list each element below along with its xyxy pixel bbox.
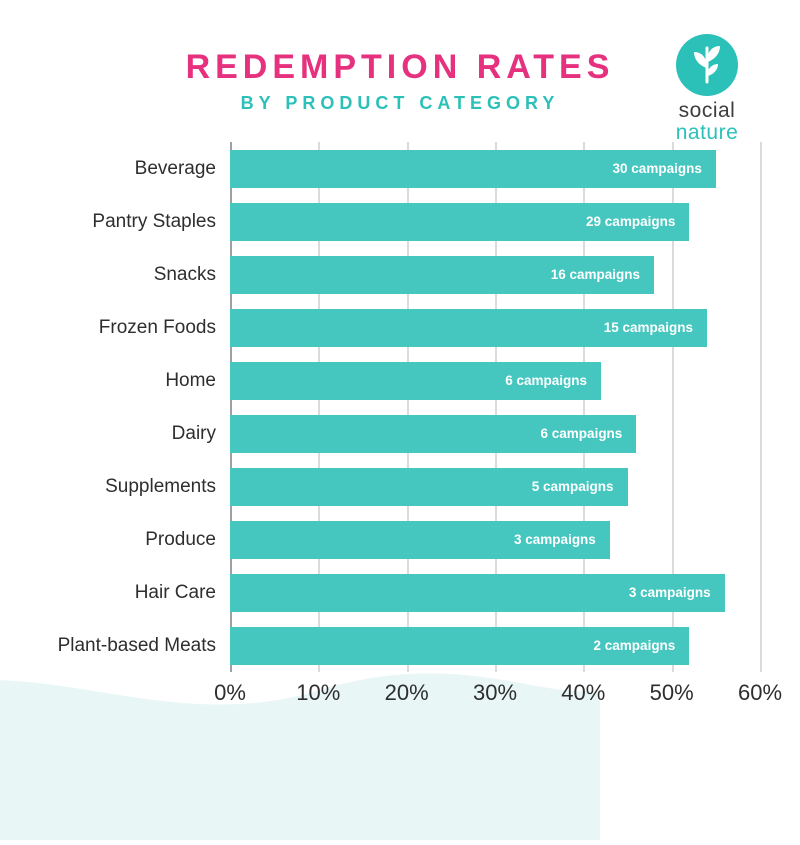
bar-row: 30 campaigns [230,142,760,195]
category-label: Beverage [40,142,230,195]
bar-row: 6 campaigns [230,407,760,460]
bar: 30 campaigns [230,150,716,188]
bar-row: 15 campaigns [230,301,760,354]
x-tick: 20% [385,680,429,706]
category-label: Frozen Foods [40,301,230,354]
x-tick: 10% [296,680,340,706]
bar: 3 campaigns [230,574,725,612]
brand-mark [676,34,738,96]
gridline [760,142,762,672]
category-label: Hair Care [40,566,230,619]
bar-row: 3 campaigns [230,566,760,619]
chart: BeveragePantry StaplesSnacksFrozen Foods… [40,142,760,710]
brand-word-1: social [652,100,762,122]
plot-area: 30 campaigns 29 campaigns 16 campaigns 15 c… [230,142,760,672]
y-axis-labels: BeveragePantry StaplesSnacksFrozen Foods… [40,142,230,672]
bar: 6 campaigns [230,362,601,400]
bar-row: 3 campaigns [230,513,760,566]
x-tick: 50% [650,680,694,706]
bar: 2 campaigns [230,627,689,665]
brand-wordmark: social nature [652,100,762,144]
brand-logo: social nature [652,34,762,144]
category-label: Home [40,354,230,407]
category-label: Pantry Staples [40,195,230,248]
bar: 15 campaigns [230,309,707,347]
bar: 5 campaigns [230,468,628,506]
leaf-icon [676,34,738,96]
bar: 3 campaigns [230,521,610,559]
category-label: Supplements [40,460,230,513]
bar: 29 campaigns [230,203,689,241]
brand-word-2: nature [652,122,762,144]
x-tick: 0% [214,680,246,706]
category-label: Dairy [40,407,230,460]
bar: 16 campaigns [230,256,654,294]
x-tick: 40% [561,680,605,706]
bar-row: 6 campaigns [230,354,760,407]
bar-row: 5 campaigns [230,460,760,513]
x-tick: 60% [738,680,782,706]
bars: 30 campaigns 29 campaigns 16 campaigns 15 c… [230,142,760,672]
category-label: Snacks [40,248,230,301]
category-label: Plant-based Meats [40,619,230,672]
bar-row: 16 campaigns [230,248,760,301]
x-axis: 0%10%20%30%40%50%60% [230,680,760,710]
bar: 6 campaigns [230,415,636,453]
bar-row: 2 campaigns [230,619,760,672]
bar-row: 29 campaigns [230,195,760,248]
category-label: Produce [40,513,230,566]
x-tick: 30% [473,680,517,706]
